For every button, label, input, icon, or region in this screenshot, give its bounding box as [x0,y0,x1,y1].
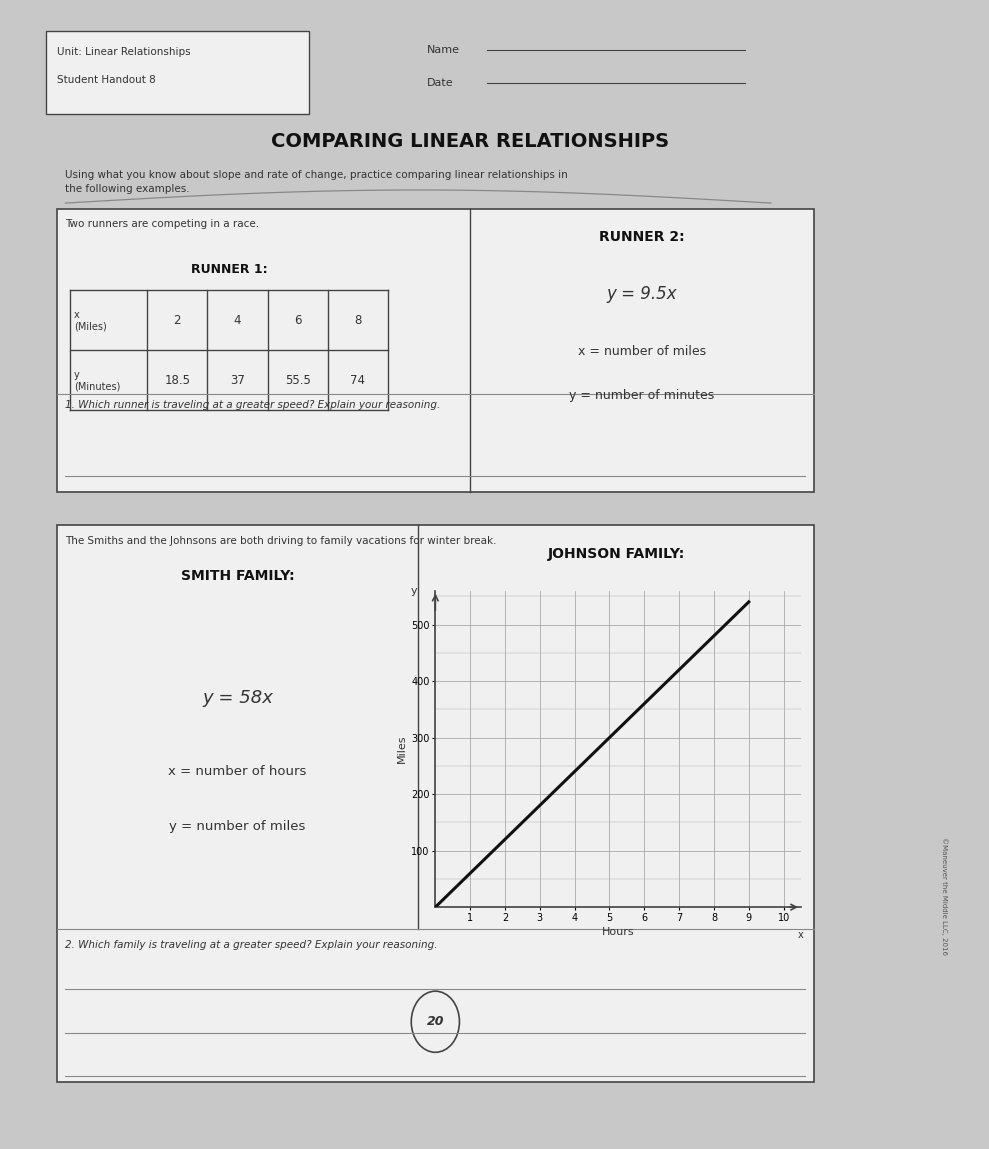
Text: 2. Which family is traveling at a greater speed? Explain your reasoning.: 2. Which family is traveling at a greate… [65,940,438,950]
Text: 1. Which runner is traveling at a greater speed? Explain your reasoning.: 1. Which runner is traveling at a greate… [65,400,441,409]
Text: RUNNER 1:: RUNNER 1: [191,263,267,276]
Text: x = number of miles: x = number of miles [578,345,706,358]
Text: 4: 4 [233,314,241,327]
Text: JOHNSON FAMILY:: JOHNSON FAMILY: [548,547,684,561]
FancyBboxPatch shape [56,209,814,492]
Text: x = number of hours: x = number of hours [168,765,307,778]
Text: Student Handout 8: Student Handout 8 [56,76,155,85]
Text: y
(Minutes): y (Minutes) [74,370,121,392]
Y-axis label: Miles: Miles [398,734,407,763]
Text: y = 58x: y = 58x [202,689,273,707]
Text: 18.5: 18.5 [164,373,190,387]
Text: COMPARING LINEAR RELATIONSHIPS: COMPARING LINEAR RELATIONSHIPS [271,132,669,152]
Text: ©Maneuver the Middle LLC, 2016: ©Maneuver the Middle LLC, 2016 [942,838,947,955]
Text: 37: 37 [230,373,245,387]
Text: 2: 2 [173,314,181,327]
FancyBboxPatch shape [45,31,309,114]
Text: Unit: Linear Relationships: Unit: Linear Relationships [56,47,191,57]
Text: Name: Name [427,45,460,55]
Text: 74: 74 [350,373,365,387]
Text: 20: 20 [426,1016,444,1028]
FancyBboxPatch shape [56,525,814,1082]
X-axis label: Hours: Hours [602,927,635,936]
Text: y = number of minutes: y = number of minutes [570,388,714,402]
Text: Date: Date [427,78,453,88]
Text: x
(Miles): x (Miles) [74,309,107,331]
Text: y: y [411,586,417,595]
Text: Two runners are competing in a race.: Two runners are competing in a race. [65,219,259,230]
Text: The Smiths and the Johnsons are both driving to family vacations for winter brea: The Smiths and the Johnsons are both dri… [65,535,496,546]
Text: 8: 8 [354,314,362,327]
Text: 55.5: 55.5 [285,373,311,387]
Text: RUNNER 2:: RUNNER 2: [599,230,684,245]
Text: x: x [798,931,804,940]
Text: Using what you know about slope and rate of change, practice comparing linear re: Using what you know about slope and rate… [65,170,568,194]
Text: y = number of miles: y = number of miles [169,820,306,833]
Text: 6: 6 [294,314,302,327]
Text: SMITH FAMILY:: SMITH FAMILY: [181,569,295,583]
Text: y = 9.5x: y = 9.5x [606,285,677,303]
Circle shape [411,992,460,1052]
